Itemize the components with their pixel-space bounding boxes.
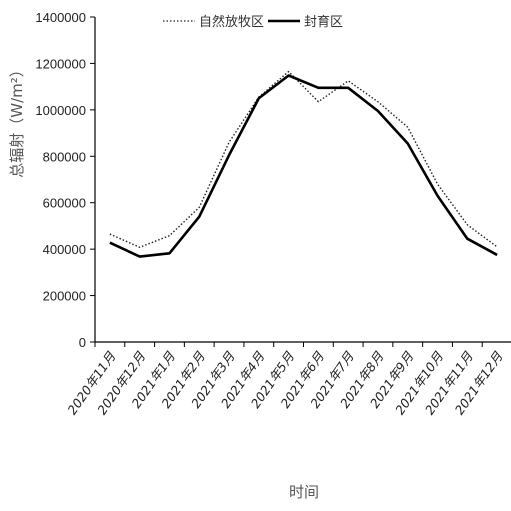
y-tick-label: 1000000 [35, 103, 86, 118]
y-tick-label: 600000 [43, 196, 86, 211]
axes [90, 16, 511, 347]
legend-label-natural-grazing: 自然放牧区 [199, 14, 264, 30]
y-tick-labels: 0 200000 400000 600000 800000 1000000 1200000 1… [35, 10, 86, 350]
y-tick-label: 1400000 [35, 10, 86, 25]
series-line-enclosure [109, 74, 498, 258]
y-tick-label: 0 [79, 335, 86, 350]
legend: 自然放牧区 封育区 [163, 14, 343, 30]
x-axis-title: 时间 [289, 483, 319, 501]
x-tick-labels: 2020年11月2020年12月2021年1月2021年2月2021年3月202… [64, 349, 505, 418]
series-line-natural-grazing [109, 70, 498, 248]
y-tick-label: 800000 [43, 149, 86, 164]
y-axis-title: 总辐射（W/m²） [8, 62, 26, 178]
y-tick-label: 200000 [43, 289, 86, 304]
y-tick-label: 1200000 [35, 56, 86, 71]
legend-label-enclosure: 封育区 [304, 14, 343, 30]
y-tick-label: 400000 [43, 242, 86, 257]
series-layer [109, 70, 498, 258]
